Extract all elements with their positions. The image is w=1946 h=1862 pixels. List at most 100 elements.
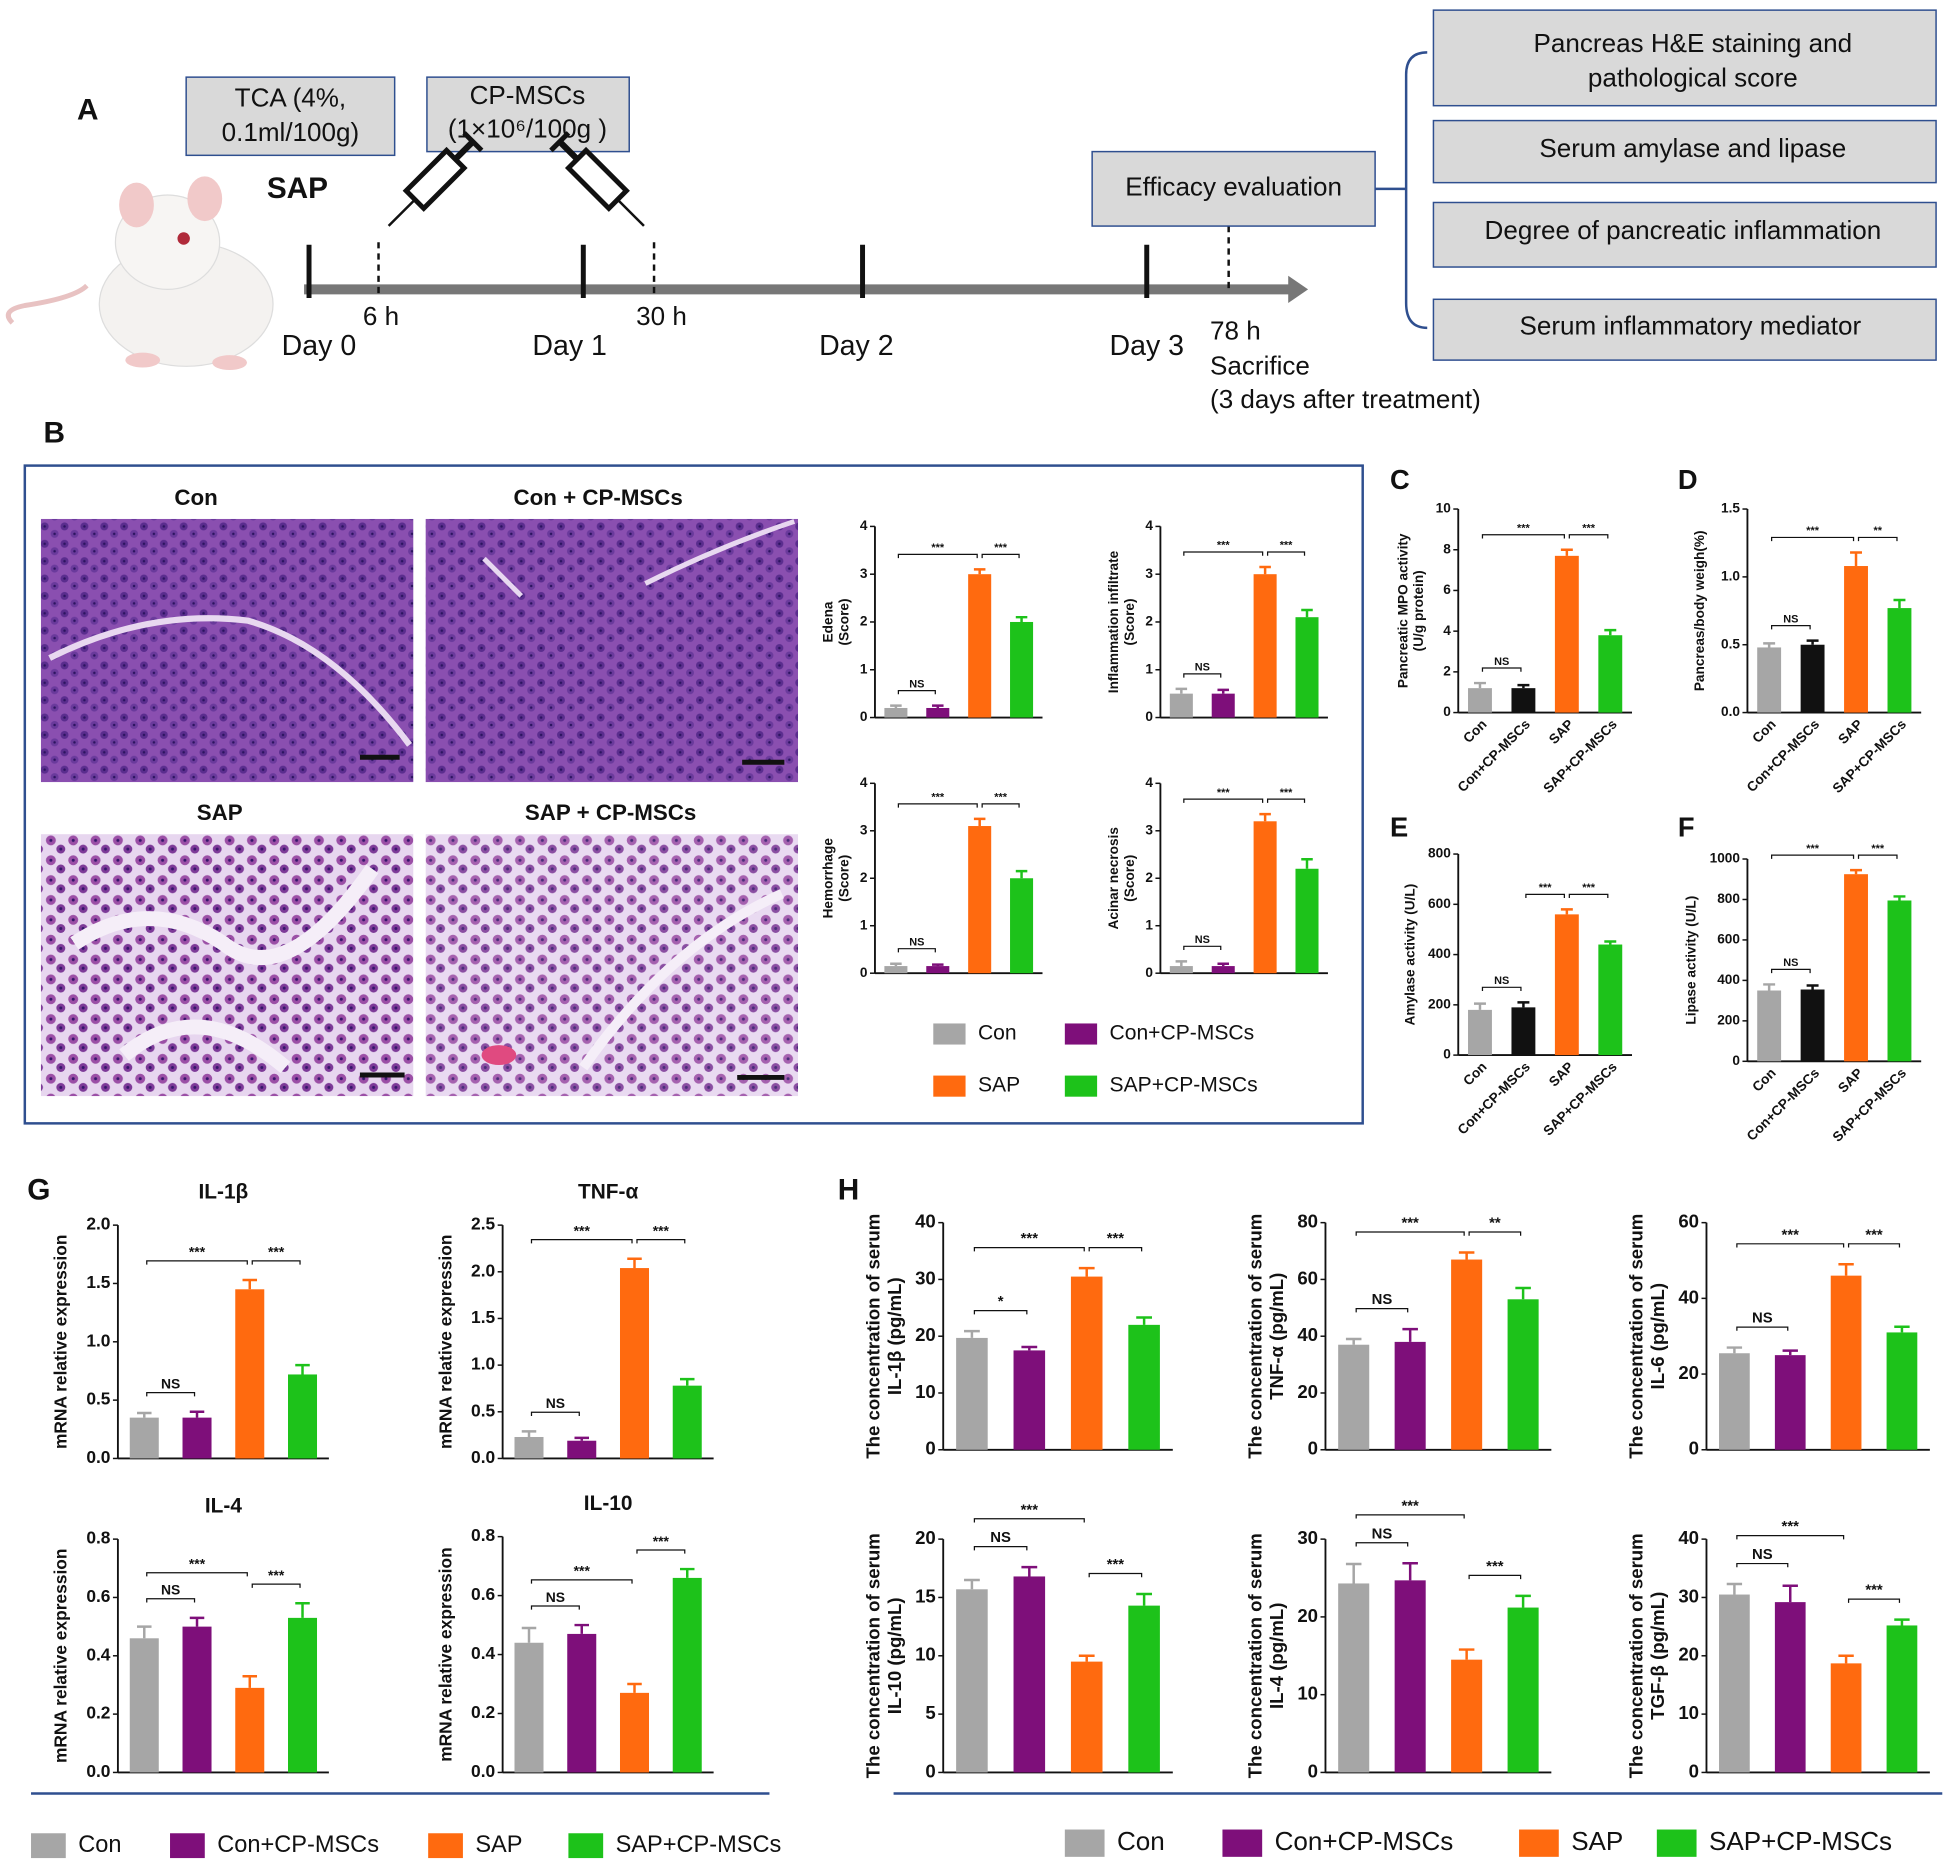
error-bar <box>1517 1001 1530 1008</box>
histology-image <box>425 834 799 1097</box>
significance-label: *** <box>268 1244 285 1260</box>
significance-bracket <box>1468 1574 1522 1580</box>
chart-title: IL-1β <box>199 1180 249 1203</box>
evaluation-text: Efficacy evaluation <box>1125 172 1342 202</box>
x-tick-label: SAP+CP-MSCs <box>1830 716 1910 796</box>
bar <box>884 966 908 974</box>
bar <box>968 574 992 718</box>
error-bar <box>1458 1648 1475 1660</box>
significance-label: NS <box>1372 1526 1393 1542</box>
significance-label: *** <box>1401 1498 1419 1514</box>
significance-bracket <box>1355 1514 1465 1519</box>
y-tick-label: 0.0 <box>86 1447 110 1467</box>
y-tick-label: 80 <box>1297 1211 1318 1232</box>
significance-label: *** <box>1806 843 1819 855</box>
endpoint-text: Sacrifice <box>1210 350 1310 380</box>
y-tick-label: 5 <box>925 1702 935 1723</box>
error-bar <box>137 1411 152 1418</box>
histology-image <box>425 518 799 783</box>
histology-image <box>40 518 414 783</box>
bar <box>235 1687 265 1773</box>
histology-title: Con <box>174 485 217 510</box>
significance-label: NS <box>546 1395 565 1411</box>
error-bar <box>1726 1582 1743 1595</box>
significance-bracket <box>1771 968 1811 974</box>
significance-bracket <box>1481 986 1522 992</box>
significance-label: *** <box>931 542 944 554</box>
y-tick-label: 8 <box>1443 541 1451 556</box>
injection-text: 0.1ml/100g) <box>222 117 360 147</box>
significance-label: NS <box>909 936 924 948</box>
bar <box>1468 1009 1492 1056</box>
y-tick-label: 20 <box>1297 1381 1318 1402</box>
y-tick-label: 0.0 <box>471 1447 495 1467</box>
bar <box>926 966 950 974</box>
injection-box <box>185 76 396 157</box>
significance-label: *** <box>1217 787 1230 799</box>
y-tick-label: 15 <box>915 1585 936 1606</box>
outcome-text: pathological score <box>1588 63 1798 93</box>
significance-label: NS <box>546 1589 565 1605</box>
error-bar <box>1136 1316 1153 1325</box>
day-label: Day 1 <box>532 330 607 362</box>
legend-label: Con <box>978 1022 1017 1045</box>
x-tick-label: Con <box>1749 1065 1778 1094</box>
injection-text: TCA (4%, <box>235 82 346 112</box>
bar <box>1128 1324 1160 1450</box>
significance-bracket <box>530 1238 633 1244</box>
y-tick-label: 4 <box>1145 518 1153 533</box>
y-tick-label: 2 <box>860 870 868 885</box>
significance-label: *** <box>931 792 944 804</box>
error-bar <box>1301 858 1313 869</box>
error-bar <box>1345 1337 1362 1345</box>
syringe-icon <box>387 131 484 227</box>
error-bar <box>1217 688 1229 694</box>
y-tick-label: 10 <box>1297 1683 1318 1704</box>
bar <box>1887 608 1912 713</box>
significance-bracket <box>1468 1231 1522 1236</box>
significance-bracket <box>1355 1542 1409 1547</box>
significance-bracket <box>1847 1243 1901 1248</box>
bar <box>1394 1580 1426 1773</box>
legend-label: Con+CP-MSCs <box>1275 1826 1454 1856</box>
significance-label: *** <box>1280 787 1293 799</box>
significance-bracket <box>897 803 978 808</box>
y-tick-label: 10 <box>1436 501 1452 516</box>
significance-label: *** <box>574 1563 591 1579</box>
day-label: Day 3 <box>1109 330 1184 362</box>
significance-label: NS <box>1494 975 1509 987</box>
y-axis-label: IL-4 (pg/mL) <box>1266 1603 1287 1709</box>
bar <box>1886 1332 1918 1450</box>
y-tick-label: 4 <box>1443 623 1451 638</box>
significance-label: ** <box>1873 525 1882 537</box>
error-bar <box>1763 642 1776 648</box>
bar <box>1598 635 1623 713</box>
outcome-box <box>1432 119 1937 184</box>
x-tick-label: SAP <box>1835 717 1865 747</box>
significance-bracket <box>1847 1598 1901 1603</box>
significance-label: NS <box>161 1582 180 1598</box>
significance-label: *** <box>574 1222 591 1238</box>
panel-label: F <box>1678 811 1695 842</box>
bar <box>619 1692 650 1773</box>
y-tick-label: 200 <box>1717 1012 1740 1027</box>
y-tick-label: 0 <box>1308 1438 1318 1459</box>
error-bar <box>964 1329 980 1338</box>
error-bar <box>1806 984 1819 990</box>
bar <box>1295 617 1319 718</box>
y-tick-label: 60 <box>1297 1267 1318 1288</box>
error-bar <box>1078 1266 1095 1277</box>
y-axis-label: The concentration of serum <box>862 1214 883 1459</box>
x-tick-label: SAP+CP-MSCs <box>1540 1059 1620 1139</box>
bar <box>1338 1583 1370 1773</box>
significance-bracket <box>530 1411 580 1416</box>
significance-bracket <box>1568 893 1609 899</box>
y-tick-label: 0 <box>1443 704 1451 719</box>
y-tick-label: 800 <box>1717 891 1740 906</box>
panel-label: B <box>43 416 65 449</box>
significance-bracket <box>1266 551 1306 556</box>
significance-bracket <box>897 689 936 695</box>
y-tick-label: 2.5 <box>471 1214 495 1234</box>
error-bar <box>242 1278 258 1290</box>
y-tick-label: 1.0 <box>1721 568 1740 583</box>
